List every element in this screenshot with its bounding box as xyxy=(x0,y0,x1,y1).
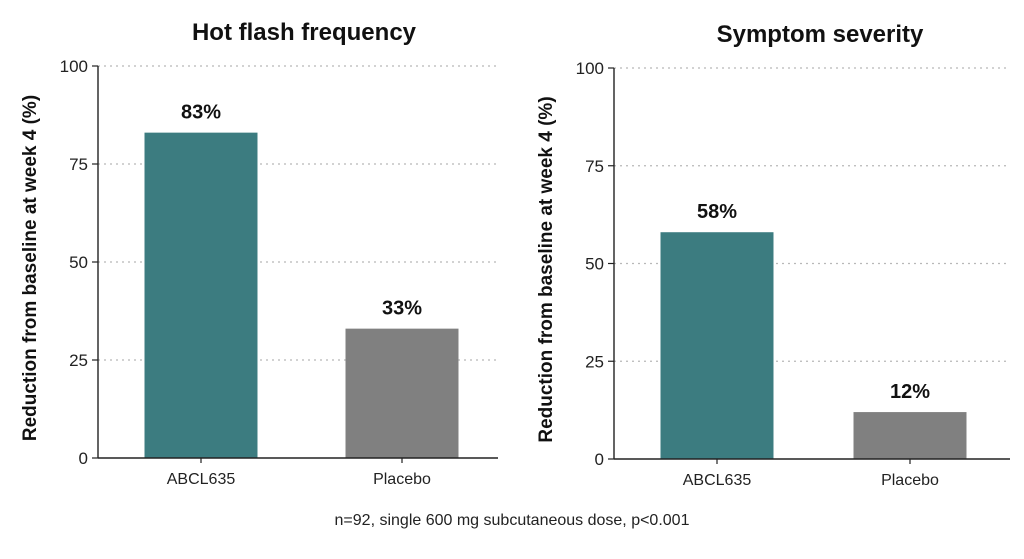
y-tick-label: 25 xyxy=(585,352,604,371)
x-category-label: Placebo xyxy=(881,472,939,489)
y-tick-label: 25 xyxy=(69,351,88,370)
y-axis-label: Reduction from baseline at week 4 (%) xyxy=(536,96,557,442)
chart-title: Hot flash frequency xyxy=(192,19,417,46)
y-tick-label: 50 xyxy=(585,255,604,274)
charts-container: 0 25 50 75 100 83% ABCL635 33% Placebo Hot flash … xyxy=(20,19,1010,489)
y-tick-label: 50 xyxy=(69,253,88,272)
y-tick-label: 100 xyxy=(60,57,88,76)
chart-hot-flash-frequency: 0 25 50 75 100 83% ABCL635 33% Placebo Hot flash … xyxy=(20,19,498,488)
bar-abcl635 xyxy=(144,132,258,458)
bar-abcl635 xyxy=(660,232,774,459)
y-tick-label: 0 xyxy=(595,450,604,469)
x-category-label: ABCL635 xyxy=(683,472,752,489)
chart-symptom-severity: 0 25 50 75 100 58% ABCL635 12% Placebo Symptom se… xyxy=(536,21,1010,489)
chart-title: Symptom severity xyxy=(717,21,924,48)
y-axis-label: Reduction from baseline at week 4 (%) xyxy=(20,95,41,441)
y-tick-label: 100 xyxy=(576,59,604,78)
y-tick-label: 0 xyxy=(79,449,88,468)
data-label: 33% xyxy=(382,298,422,320)
x-category-label: Placebo xyxy=(373,471,431,488)
data-label: 58% xyxy=(697,201,737,223)
y-tick-label: 75 xyxy=(585,157,604,176)
bar-placebo xyxy=(345,328,459,458)
data-label: 12% xyxy=(890,381,930,403)
data-label: 83% xyxy=(181,102,221,124)
y-tick-label: 75 xyxy=(69,155,88,174)
footnote: n=92, single 600 mg subcutaneous dose, p… xyxy=(334,512,690,529)
x-category-label: ABCL635 xyxy=(167,471,236,488)
bar-placebo xyxy=(853,412,967,459)
